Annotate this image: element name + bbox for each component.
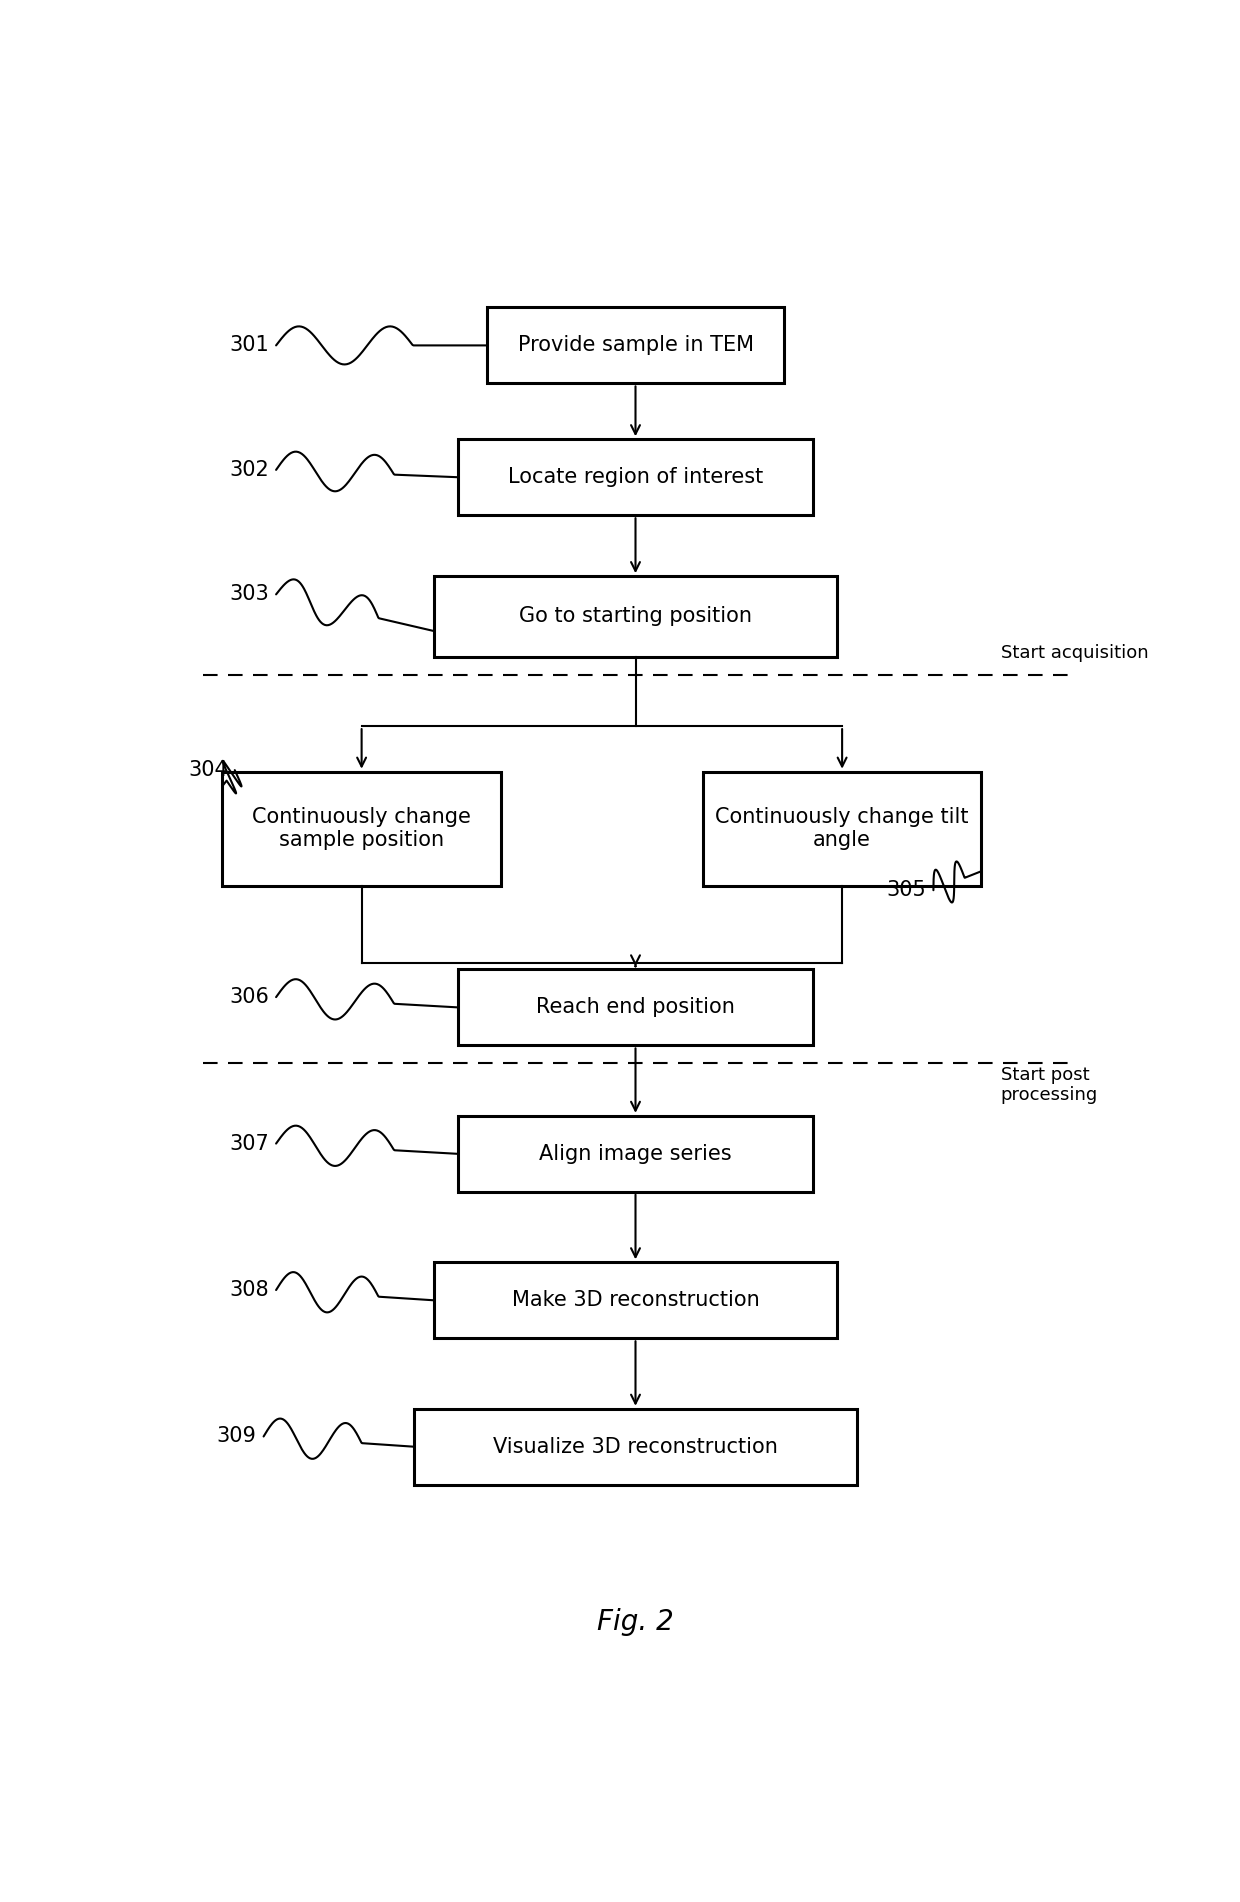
Bar <box>434 1263 837 1339</box>
Text: 307: 307 <box>229 1134 269 1155</box>
Bar <box>458 1116 813 1193</box>
Text: Continuously change
sample position: Continuously change sample position <box>252 806 471 850</box>
Text: Align image series: Align image series <box>539 1143 732 1164</box>
Bar <box>434 576 837 656</box>
Bar <box>414 1409 857 1485</box>
Text: 306: 306 <box>229 987 269 1008</box>
Bar <box>486 308 785 384</box>
Text: 303: 303 <box>229 584 269 605</box>
Text: 308: 308 <box>229 1280 269 1301</box>
Text: Visualize 3D reconstruction: Visualize 3D reconstruction <box>494 1436 777 1457</box>
Text: Provide sample in TEM: Provide sample in TEM <box>517 335 754 356</box>
Text: Start acquisition: Start acquisition <box>1001 645 1148 662</box>
Text: 309: 309 <box>217 1426 257 1447</box>
Bar <box>458 439 813 515</box>
Text: Fig. 2: Fig. 2 <box>598 1609 673 1636</box>
Text: 304: 304 <box>188 761 228 780</box>
Text: Continuously change tilt
angle: Continuously change tilt angle <box>715 806 968 850</box>
Text: Go to starting position: Go to starting position <box>520 607 751 626</box>
Text: Make 3D reconstruction: Make 3D reconstruction <box>512 1290 759 1310</box>
Text: Locate region of interest: Locate region of interest <box>508 468 763 487</box>
Bar <box>458 970 813 1046</box>
Bar <box>222 772 501 886</box>
Text: 301: 301 <box>229 335 269 356</box>
Bar <box>703 772 982 886</box>
Text: 302: 302 <box>229 460 269 479</box>
Text: 305: 305 <box>887 881 926 900</box>
Text: Start post
processing: Start post processing <box>1001 1065 1097 1105</box>
Text: Reach end position: Reach end position <box>536 997 735 1018</box>
